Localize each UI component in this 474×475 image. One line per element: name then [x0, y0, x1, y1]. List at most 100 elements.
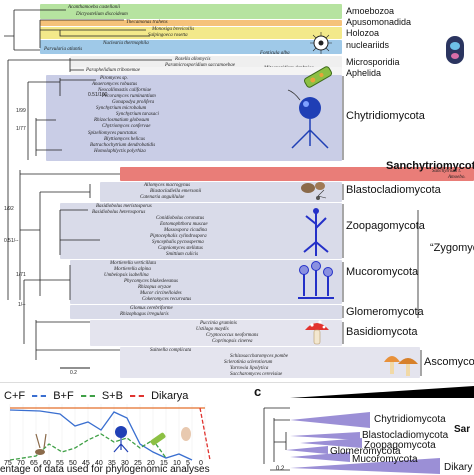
taxon-glomus: Glomus cerebriforme — [130, 306, 173, 311]
xtick: 10 — [173, 460, 181, 467]
taxon-chytrid: Synchytrium microbalum — [96, 106, 147, 111]
taxon-mucoro: Mortierella verticillata — [110, 261, 157, 266]
taxon-basidio: Cryptococcus neoformans — [206, 333, 259, 338]
label-apusomonadida: Apusomonadida — [346, 17, 412, 27]
wedge-glomeromycota — [286, 446, 328, 454]
xtick: 55 — [56, 460, 64, 467]
series-cf — [9, 409, 193, 461]
xtick: 65 — [30, 460, 38, 467]
taxon-chytrid: Piromyces sp. — [100, 76, 128, 81]
support-value: 1/-- — [18, 302, 26, 308]
taxon-nuclearia: Nuclearia thermophila — [103, 41, 149, 46]
taxon-asco: Schizosaccharomyces pombe — [230, 354, 288, 359]
taxon-chytrid: Synchytrium taraxaci — [116, 112, 159, 117]
taxon-allomyces: Allomyces macrogynus — [144, 183, 191, 188]
label-glomeromycota: Glomeromycota — [346, 306, 424, 318]
xtick: 70 — [17, 460, 25, 467]
taxon-chytrid: Gonapodya prolifera — [112, 100, 155, 105]
legend-bf-swatch — [80, 395, 95, 398]
taxon-fonticula: Fonticula alba — [260, 51, 290, 56]
xtick: 30 — [121, 460, 129, 467]
taxon-basidio: Coprinopsis cinerea — [212, 339, 253, 344]
band-basidiomycota — [90, 320, 342, 346]
taxon-catenaria: Catenaria anguillulae — [140, 195, 185, 200]
phylogeny-panel: Acanthamoeba castellanii Dictyostelium d… — [40, 4, 474, 304]
mucoro-illustration — [298, 261, 334, 299]
band-zoopagomycota — [60, 203, 342, 259]
wedge-zoopagomycota — [300, 438, 362, 448]
mushroom-illustration — [305, 320, 329, 345]
collapsed-tree-panel: c Chytridiomycota Blastocladiomycota Zoo… — [250, 384, 474, 474]
asco-illustration — [384, 356, 418, 376]
taxon-chytrid: Rhizoclosmatium globosum — [94, 118, 150, 123]
taxon-chytrid: Anaeromyces robustus — [92, 82, 138, 87]
clade-label: Mucoromycota — [352, 454, 418, 465]
label-nucleariids: nucleariids — [346, 40, 390, 50]
series-bf — [9, 433, 167, 461]
zoopago-illustration — [303, 208, 329, 256]
legend-sb-swatch — [130, 395, 144, 398]
xtick: 25 — [134, 460, 142, 467]
label-microsporidia: Microsporidia — [346, 57, 400, 67]
taxon-zoopago: Syncephalis pycnosperma — [152, 240, 204, 245]
wedge-mucoromycota — [290, 452, 350, 462]
band-aphelida — [70, 67, 342, 75]
taxon-basidio: Ustilago maydis — [196, 327, 229, 332]
taxon-mucoro: Rhizopus oryzae — [138, 285, 171, 290]
clade-label: Blastocladiomycota — [362, 430, 449, 441]
sar-label: Sar — [454, 424, 471, 435]
taxon-asco: Saccharomyces cerevisiae — [230, 372, 283, 377]
taxon-chytrid: Chytriomyces confervae — [102, 124, 151, 129]
taxon-rhizophagus: Rhizophagus irregularis — [120, 312, 169, 317]
taxon-zoopago: Smittium culicis — [166, 252, 199, 257]
label-mucoromycota: Mucoromycota — [346, 266, 419, 278]
label-ascomycota: Ascomycota — [424, 356, 474, 368]
support-value: 0.51/100 — [88, 92, 108, 98]
scale-label-c: 0.2 — [276, 466, 285, 472]
legend: C+F B+F S+B Dikarya — [4, 390, 188, 402]
taxon-acanthamoeba: Acanthamoeba castellanii — [68, 5, 121, 10]
legend-cf-label: C+F — [4, 390, 26, 402]
x-axis-label: entage of data used for phylogenomic ana… — [0, 464, 210, 475]
xtick: 20 — [147, 460, 155, 467]
group-brackets — [342, 76, 422, 376]
tree-branches — [4, 9, 172, 369]
xtick: 0 — [199, 460, 203, 467]
clade-label: Glomeromycota — [330, 446, 401, 457]
series-sb — [199, 407, 211, 461]
label-aphelida: Aphelida — [346, 68, 382, 78]
label-amoebozoa: Amoebozoa — [346, 6, 395, 16]
xtick: 50 — [69, 460, 77, 467]
xtick: 60 — [43, 460, 51, 467]
support-value: 1/92 — [4, 206, 14, 212]
taxon-mucoro: Cokeromyces recurvatus — [142, 297, 192, 302]
band-blastocladiomycota — [100, 182, 342, 202]
label-zoopagomycota: Zoopagomycota — [346, 220, 425, 232]
label-sanchytriomycota: Sanchytriomycota — [386, 160, 474, 172]
xtick: 5 — [186, 460, 190, 467]
taxon-asco: Sclerotinia sclerotiorum — [224, 360, 273, 365]
microsporidia-illustration — [446, 36, 464, 64]
band-amoebozoa — [40, 4, 342, 19]
collapsed-tree — [263, 386, 474, 474]
phylogeny-lower: 1/99 0.51/100 1/77 1/92 0.51/-- 1/71 1/-… — [4, 9, 474, 378]
wedge-chytridiomycota — [290, 412, 370, 428]
legend-bf-label: B+F — [53, 390, 74, 402]
taxon-zoopago: Basidiobolus meristosporus — [96, 204, 152, 209]
wedge-outgroup — [290, 386, 474, 398]
xtick: 35 — [108, 460, 116, 467]
label-zygomycota: “Zygomyc — [430, 242, 474, 254]
band-glomeromycota — [70, 305, 342, 319]
taxon-mucoro: Mucor circinelloides — [140, 291, 182, 296]
support-value: 1/77 — [16, 126, 26, 132]
taxon-zoopago: Piptocephalis cylindrospora — [150, 234, 207, 239]
taxon-chytrid: Batrachochytrium dendrobatidis — [90, 143, 156, 148]
label-chytridiomycota: Chytridiomycota — [346, 110, 425, 122]
taxon-basidio: Puccinia graminis — [200, 321, 237, 326]
xtick: 75 — [4, 460, 12, 467]
line-chart — [9, 404, 211, 461]
taxon-chytrid: Spizellomyces punctatus — [88, 131, 137, 136]
clade-label: Chytridiomycota — [374, 414, 446, 425]
data-percentage-panel: C+F B+F S+B Dikarya 75 70 65 — [0, 384, 250, 475]
support-value: 0.51/-- — [4, 238, 19, 244]
